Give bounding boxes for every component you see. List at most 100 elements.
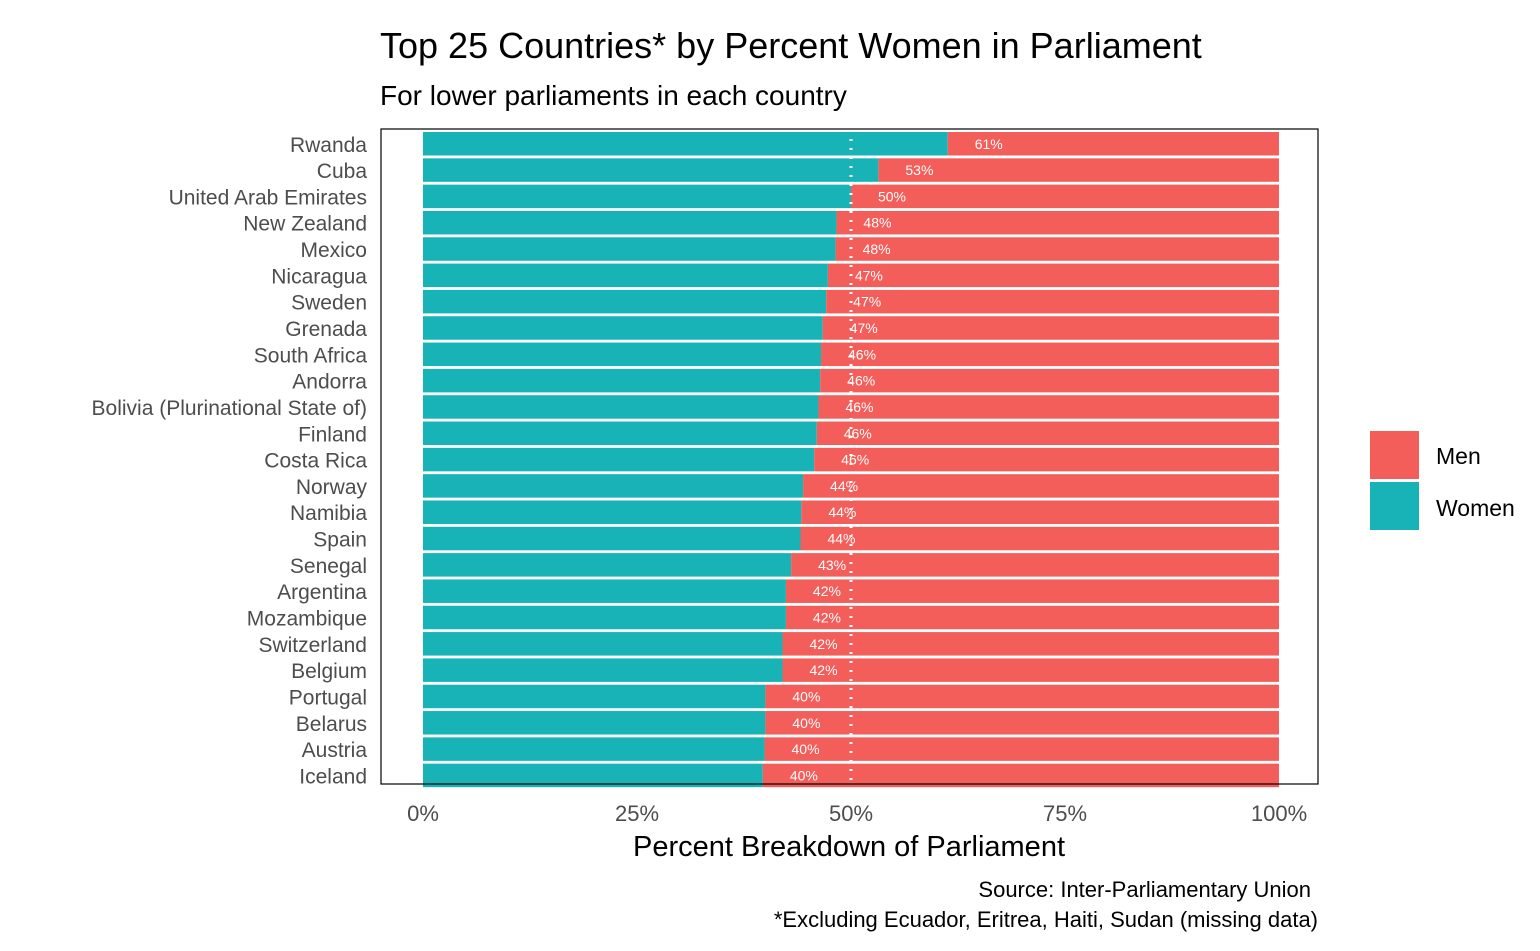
bar-men: [803, 474, 1279, 498]
bar-men: [816, 421, 1279, 446]
country-label: Bolivia (Plurinational State of): [92, 397, 367, 420]
country-label: Iceland: [299, 765, 367, 788]
bar-men: [801, 500, 1279, 524]
caption-note: *Excluding Ecuador, Eritrea, Haiti, Suda…: [774, 907, 1318, 932]
country-label: Switzerland: [258, 634, 367, 657]
bar-percent-label: 42%: [810, 662, 838, 678]
country-label: Mozambique: [247, 608, 367, 631]
country-label: Austria: [302, 739, 368, 762]
country-label: Cuba: [317, 160, 368, 183]
legend: Men Women: [1370, 431, 1515, 530]
bar-women: [423, 658, 783, 682]
bar-men: [785, 579, 1279, 603]
bar-men: [782, 632, 1279, 656]
country-label: New Zealand: [243, 213, 367, 236]
bar-percent-label: 44%: [830, 478, 858, 494]
bar-men: [785, 605, 1279, 630]
country-label: Grenada: [285, 318, 367, 341]
x-axis-title: Percent Breakdown of Parliament: [633, 831, 1065, 863]
bar-women: [423, 632, 783, 656]
bar-women: [423, 526, 801, 551]
bar-women: [423, 316, 823, 340]
bar-women: [423, 368, 821, 393]
bar-men: [851, 184, 1279, 209]
x-tick-label: 0%: [407, 801, 439, 826]
bar-percent-label: 53%: [905, 162, 933, 178]
bar-men: [818, 395, 1279, 419]
x-tick-label: 50%: [829, 801, 873, 826]
bar-percent-label: 44%: [828, 504, 856, 520]
bar-women: [423, 500, 802, 524]
bar-women: [423, 210, 837, 235]
bar-women: [423, 395, 819, 419]
bar-percent-label: 43%: [818, 557, 846, 573]
country-label: Argentina: [277, 581, 367, 604]
legend-label-women: Women: [1436, 495, 1515, 521]
bar-men: [764, 737, 1279, 761]
bar-percent-label: 48%: [863, 241, 891, 257]
bar-percent-label: 46%: [847, 373, 875, 389]
bar-percent-label: 46%: [844, 425, 872, 441]
legend-label-men: Men: [1436, 443, 1481, 469]
bar-percent-label: 40%: [792, 688, 820, 704]
bar-percent-label: 48%: [863, 215, 891, 231]
country-label: Andorra: [292, 371, 367, 394]
bar-percent-label: 47%: [855, 267, 883, 283]
bar-men: [800, 526, 1279, 551]
bar-men: [814, 447, 1279, 472]
caption-source: Source: Inter-Parliamentary Union: [978, 877, 1311, 902]
bar-men: [822, 316, 1279, 340]
bar-women: [423, 289, 827, 314]
legend-swatch-women: [1370, 482, 1419, 530]
bar-percent-label: 40%: [792, 715, 820, 731]
bar-men: [782, 658, 1279, 682]
bar-women: [423, 474, 804, 498]
country-label: Senegal: [290, 555, 367, 578]
bar-percent-label: 42%: [813, 583, 841, 599]
legend-swatch-men: [1370, 431, 1419, 479]
bar-percent-label: 40%: [792, 741, 820, 757]
bar-women: [423, 342, 822, 367]
x-tick-label: 100%: [1251, 801, 1307, 826]
bar-men: [821, 342, 1279, 367]
chart-title: Top 25 Countries* by Percent Women in Pa…: [380, 25, 1202, 66]
bar-women: [423, 263, 828, 288]
bar-percent-label: 46%: [848, 346, 876, 362]
country-label: Portugal: [289, 686, 367, 709]
bar-women: [423, 553, 792, 577]
country-label: Belgium: [291, 660, 367, 683]
country-label: Spain: [313, 529, 367, 552]
bar-percent-label: 42%: [810, 636, 838, 652]
country-label: Rwanda: [290, 134, 367, 157]
bar-women: [423, 132, 948, 156]
bar-women: [423, 421, 817, 446]
bar-percent-label: 47%: [850, 320, 878, 336]
bar-percent-label: 40%: [790, 767, 818, 783]
bar-women: [423, 447, 815, 472]
plot-panel-border: [380, 128, 1319, 785]
bar-women: [423, 684, 766, 709]
bar-women: [423, 184, 851, 209]
country-label: Sweden: [291, 292, 367, 315]
bar-percent-label: 42%: [813, 610, 841, 626]
bar-men: [765, 711, 1279, 735]
bar-men: [836, 210, 1279, 235]
country-labels: Rwanda Cuba United Arab Emirates New Zealan…: [92, 134, 368, 789]
bar-women: [423, 579, 786, 603]
country-label: Mexico: [300, 239, 367, 262]
x-tick-label: 25%: [615, 801, 659, 826]
bar-women: [423, 158, 879, 182]
country-label: Nicaragua: [271, 265, 367, 288]
bar-men: [827, 263, 1279, 288]
country-label: United Arab Emirates: [169, 186, 367, 209]
bar-percent-label: 61%: [975, 136, 1003, 152]
bar-women: [423, 711, 766, 735]
bar-men: [791, 553, 1279, 577]
bar-men: [826, 289, 1279, 314]
bar-percent-label: 47%: [853, 294, 881, 310]
x-axis-ticks: 0% 25% 50% 75% 100%: [407, 801, 1307, 826]
bar-women: [423, 763, 763, 788]
bar-men: [820, 368, 1279, 393]
bar-percent-label: 44%: [827, 531, 855, 547]
